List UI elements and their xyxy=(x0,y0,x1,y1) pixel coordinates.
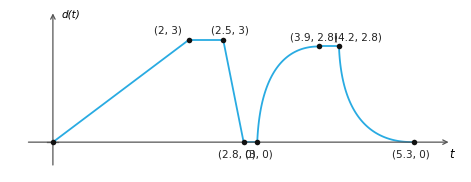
Text: (4.2, 2.8): (4.2, 2.8) xyxy=(333,32,382,42)
Text: (2.8, 0): (2.8, 0) xyxy=(218,150,255,160)
Text: d(t): d(t) xyxy=(61,10,80,19)
Text: (3, 0): (3, 0) xyxy=(245,150,273,160)
Text: (2, 3): (2, 3) xyxy=(154,25,182,35)
Text: (5.3, 0): (5.3, 0) xyxy=(392,150,430,160)
Text: t: t xyxy=(449,148,454,161)
Text: (2.5, 3): (2.5, 3) xyxy=(211,25,249,35)
Text: (3.9, 2.8): (3.9, 2.8) xyxy=(290,32,338,42)
